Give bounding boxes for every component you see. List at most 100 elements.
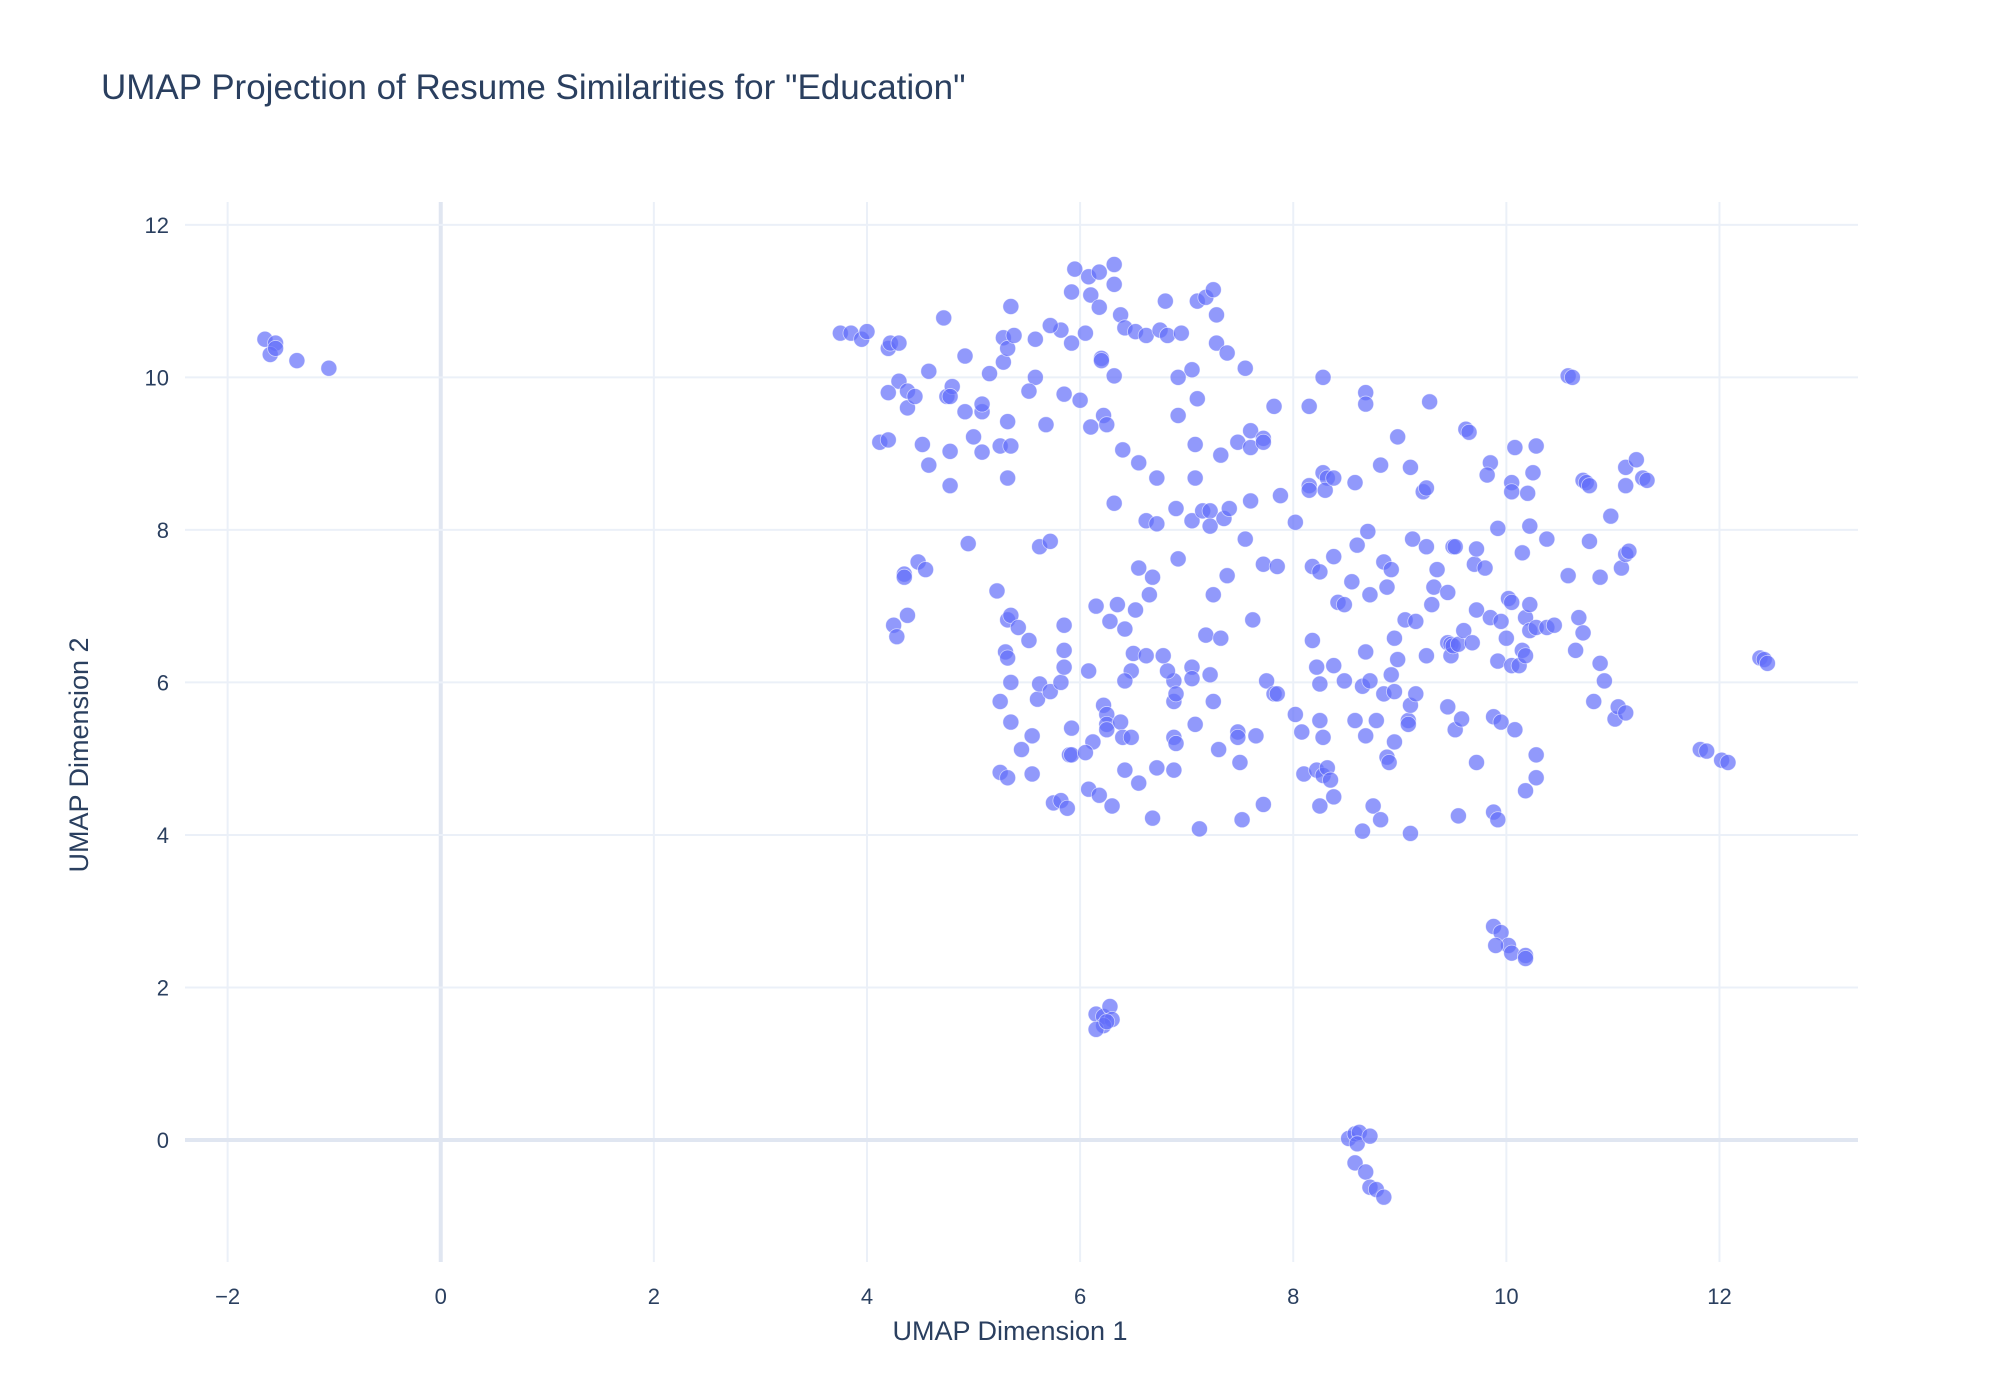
data-point <box>1041 683 1059 700</box>
data-point <box>1300 481 1318 499</box>
data-point <box>991 693 1009 710</box>
data-point <box>1627 451 1645 469</box>
data-point <box>1148 515 1166 533</box>
data-point <box>1090 263 1108 281</box>
data-point <box>1421 393 1439 411</box>
data-point <box>941 442 959 460</box>
y-tick-label: 4 <box>157 823 169 848</box>
data-point <box>1492 613 1510 630</box>
data-point <box>1386 733 1403 751</box>
data-point <box>1343 573 1361 591</box>
x-tick-label: 10 <box>1494 1284 1518 1309</box>
data-point <box>1105 275 1123 293</box>
data-point <box>1052 674 1070 691</box>
data-point <box>1439 698 1457 716</box>
data-point <box>1077 744 1094 761</box>
data-point <box>1407 685 1425 703</box>
data-point <box>1186 436 1204 453</box>
x-tick-label: 8 <box>1287 1284 1299 1309</box>
data-point <box>1346 712 1364 729</box>
data-point <box>1372 456 1390 474</box>
data-point <box>1311 675 1329 693</box>
data-point <box>1617 704 1635 722</box>
data-point <box>1098 416 1116 434</box>
data-point <box>1293 723 1311 741</box>
data-point <box>1521 596 1539 614</box>
data-point <box>1105 494 1123 512</box>
data-point <box>1116 620 1134 638</box>
data-point <box>1127 601 1144 619</box>
data-point <box>1247 727 1265 745</box>
data-point <box>1169 368 1187 386</box>
data-point <box>956 403 974 421</box>
data-point <box>1489 811 1507 829</box>
data-point <box>1335 672 1353 690</box>
data-point <box>1082 418 1100 436</box>
data-point <box>1314 728 1332 746</box>
data-point <box>1468 754 1485 771</box>
data-point <box>1453 710 1470 728</box>
data-point <box>890 334 908 352</box>
data-point <box>1116 672 1134 690</box>
data-point <box>1201 517 1219 535</box>
data-point <box>1564 368 1581 386</box>
data-point <box>1476 559 1494 577</box>
data-point <box>1521 517 1539 535</box>
data-point <box>1446 538 1464 556</box>
data-point <box>879 384 897 402</box>
data-point <box>1399 715 1417 733</box>
data-point <box>1497 629 1515 647</box>
data-point <box>1130 774 1148 792</box>
data-point <box>1304 632 1321 649</box>
data-point <box>1023 727 1041 745</box>
data-point <box>1172 324 1190 342</box>
data-point <box>941 388 959 405</box>
data-point <box>1098 1013 1116 1031</box>
data-point <box>1080 662 1098 680</box>
data-point <box>1595 672 1613 690</box>
data-point <box>1002 298 1020 315</box>
data-point <box>1242 422 1260 440</box>
data-point <box>1375 1188 1393 1206</box>
data-point <box>1357 643 1375 661</box>
data-point <box>1268 685 1286 703</box>
data-point <box>1468 540 1485 558</box>
data-point <box>1254 796 1272 813</box>
data-point <box>1144 809 1161 827</box>
data-point <box>1212 629 1230 647</box>
data-point <box>1063 719 1080 737</box>
data-point <box>1581 532 1598 550</box>
y-axis-label: UMAP Dimension 2 <box>64 637 94 872</box>
data-point <box>1077 324 1094 342</box>
data-point <box>1005 327 1023 344</box>
gridlines <box>185 202 1858 1262</box>
data-point <box>1112 713 1130 731</box>
data-point <box>1638 471 1656 489</box>
data-point <box>1055 385 1073 403</box>
data-point <box>1183 361 1201 379</box>
data-point <box>1361 586 1379 604</box>
data-point <box>1114 441 1132 459</box>
data-point <box>1428 561 1446 578</box>
data-point <box>981 365 998 382</box>
data-point <box>1188 390 1206 408</box>
data-point <box>1201 502 1219 520</box>
data-point <box>1169 407 1187 424</box>
data-point <box>1167 685 1185 703</box>
data-point <box>1524 464 1542 482</box>
data-point <box>959 535 977 553</box>
x-tick-label: 0 <box>435 1284 447 1309</box>
data-point <box>1423 596 1441 614</box>
data-point <box>1204 281 1222 299</box>
data-point <box>1325 548 1343 566</box>
data-point <box>906 388 924 405</box>
data-point <box>1090 786 1108 804</box>
data-point <box>1300 397 1318 415</box>
data-point <box>888 628 906 646</box>
y-tick-label: 6 <box>157 670 169 695</box>
data-point <box>1140 586 1158 604</box>
y-tick-label: 2 <box>157 975 169 1000</box>
data-point <box>1418 479 1435 497</box>
data-point <box>1346 1154 1364 1172</box>
data-point <box>1527 746 1545 764</box>
